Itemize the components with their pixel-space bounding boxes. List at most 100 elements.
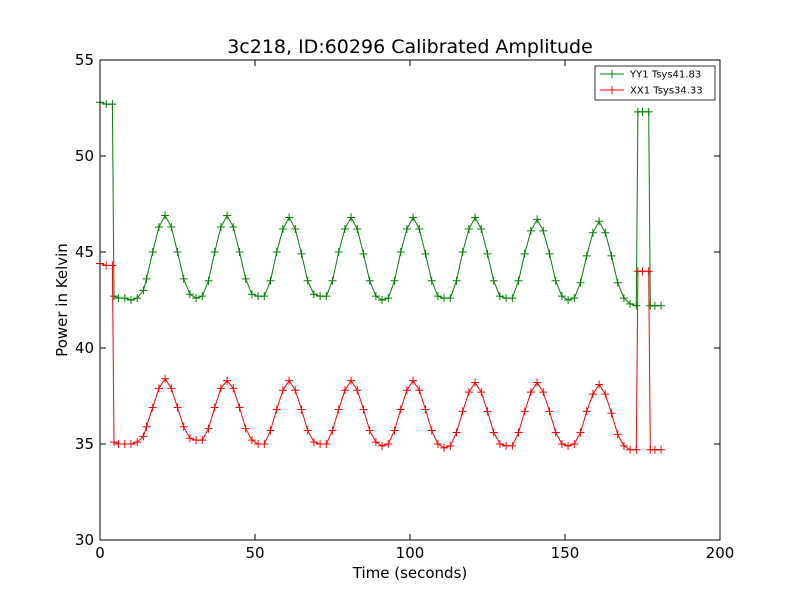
series-0-point bbox=[564, 296, 573, 304]
series-1-point bbox=[619, 441, 628, 450]
series-1-point bbox=[613, 430, 622, 439]
series-1-point bbox=[427, 426, 436, 435]
series-0-point bbox=[216, 223, 225, 232]
series-1-point bbox=[291, 386, 300, 395]
series-0-point bbox=[108, 100, 117, 109]
series-1-point bbox=[353, 386, 362, 395]
series-1-point bbox=[309, 438, 318, 447]
series-1-point bbox=[204, 424, 213, 433]
legend-label-xx1: XX1 Tsys34.33 bbox=[630, 86, 703, 97]
series-1-point bbox=[402, 386, 411, 395]
plot-area bbox=[96, 98, 666, 454]
x-axis-label: Time (seconds) bbox=[352, 564, 468, 582]
series-1-point bbox=[632, 445, 641, 454]
series-0-point bbox=[173, 248, 182, 256]
series-0-point bbox=[601, 228, 610, 237]
series-1-point bbox=[477, 388, 486, 397]
series-0-point bbox=[570, 294, 579, 303]
series-1-point bbox=[340, 386, 349, 395]
series-0-point bbox=[415, 224, 424, 233]
series-1-point bbox=[127, 440, 135, 448]
series-0-point bbox=[148, 248, 157, 256]
series-0-point bbox=[378, 296, 387, 304]
series-0-point bbox=[266, 276, 275, 285]
tick-marks: 0 50 100 150 200 30 35 40 45 50 55 bbox=[75, 51, 734, 562]
series-0-point bbox=[508, 294, 517, 303]
chart-title: 3c218, ID:60296 Calibrated Amplitude bbox=[227, 36, 593, 58]
series-0-point bbox=[365, 276, 374, 285]
series-1-point bbox=[564, 441, 573, 450]
series-1-point bbox=[365, 426, 374, 435]
series-1-point bbox=[570, 440, 579, 448]
series-0-point bbox=[514, 276, 523, 285]
series-0-point bbox=[607, 251, 616, 260]
series-1-point bbox=[396, 405, 405, 414]
series-0-point bbox=[192, 294, 201, 303]
series-0-point bbox=[421, 249, 430, 258]
series-1-point bbox=[139, 432, 148, 441]
series-0-point bbox=[427, 276, 436, 285]
legend: YY1 Tsys41.83 XX1 Tsys34.33 bbox=[594, 65, 716, 101]
series-0-point bbox=[309, 290, 318, 299]
series-0-point bbox=[384, 294, 393, 303]
series-0-point bbox=[495, 292, 504, 301]
series-1-point bbox=[198, 436, 207, 445]
series-1-point bbox=[371, 438, 380, 447]
series-0-point bbox=[291, 224, 300, 233]
series-1-point bbox=[409, 376, 418, 385]
series-0-point bbox=[334, 248, 343, 256]
series-1-point bbox=[551, 428, 560, 437]
series-1-point bbox=[359, 405, 368, 414]
series-0-point bbox=[452, 276, 461, 285]
series-1-point bbox=[514, 428, 523, 437]
series-1-point bbox=[483, 407, 492, 416]
series-1-point bbox=[489, 428, 498, 437]
x-tick-label: 150 bbox=[551, 544, 580, 562]
series-1-point bbox=[657, 445, 666, 454]
series-0-point bbox=[390, 276, 399, 285]
series-0-point bbox=[464, 224, 473, 233]
series-1-point bbox=[520, 407, 529, 416]
series-0-point bbox=[402, 224, 411, 233]
series-0-point bbox=[489, 276, 498, 285]
series-1-point bbox=[161, 374, 170, 383]
series-1-point bbox=[539, 388, 548, 397]
series-1-point bbox=[458, 407, 467, 416]
series-1-point bbox=[266, 426, 275, 435]
y-tick-label: 50 bbox=[75, 147, 94, 165]
series-0-point bbox=[409, 213, 418, 222]
series-1-point bbox=[148, 403, 157, 412]
series-1-point bbox=[607, 409, 616, 418]
series-1-point bbox=[334, 405, 343, 414]
series-0-point bbox=[526, 226, 535, 235]
series-0-point bbox=[619, 294, 628, 303]
series-1-point bbox=[108, 261, 117, 270]
series-0-point bbox=[167, 223, 176, 232]
legend-box bbox=[594, 65, 716, 101]
series-1-point bbox=[582, 407, 591, 416]
series-1-point bbox=[185, 434, 194, 443]
series-0-point bbox=[278, 224, 287, 233]
series-0-point bbox=[347, 213, 356, 222]
series-0-point bbox=[533, 215, 542, 224]
series-1-point bbox=[452, 428, 461, 437]
series-0-point bbox=[235, 248, 244, 256]
series-0-point bbox=[626, 299, 635, 308]
series-1-point bbox=[142, 422, 151, 431]
series-1-point bbox=[235, 403, 244, 412]
y-tick-label: 55 bbox=[75, 51, 94, 69]
series-1-point bbox=[241, 424, 250, 433]
y-tick-label: 45 bbox=[75, 243, 94, 261]
series-1-point bbox=[440, 443, 449, 452]
legend-marker-yy1 bbox=[608, 70, 616, 78]
series-0-point bbox=[582, 251, 591, 260]
series-0-point bbox=[557, 292, 566, 301]
series-0-point bbox=[657, 301, 666, 310]
series-1-point bbox=[167, 384, 176, 393]
series-0-point bbox=[613, 278, 622, 287]
series-0-point bbox=[154, 223, 163, 232]
series-0-point bbox=[545, 249, 554, 258]
series-0-point bbox=[632, 301, 641, 310]
series-0-point bbox=[471, 213, 480, 222]
